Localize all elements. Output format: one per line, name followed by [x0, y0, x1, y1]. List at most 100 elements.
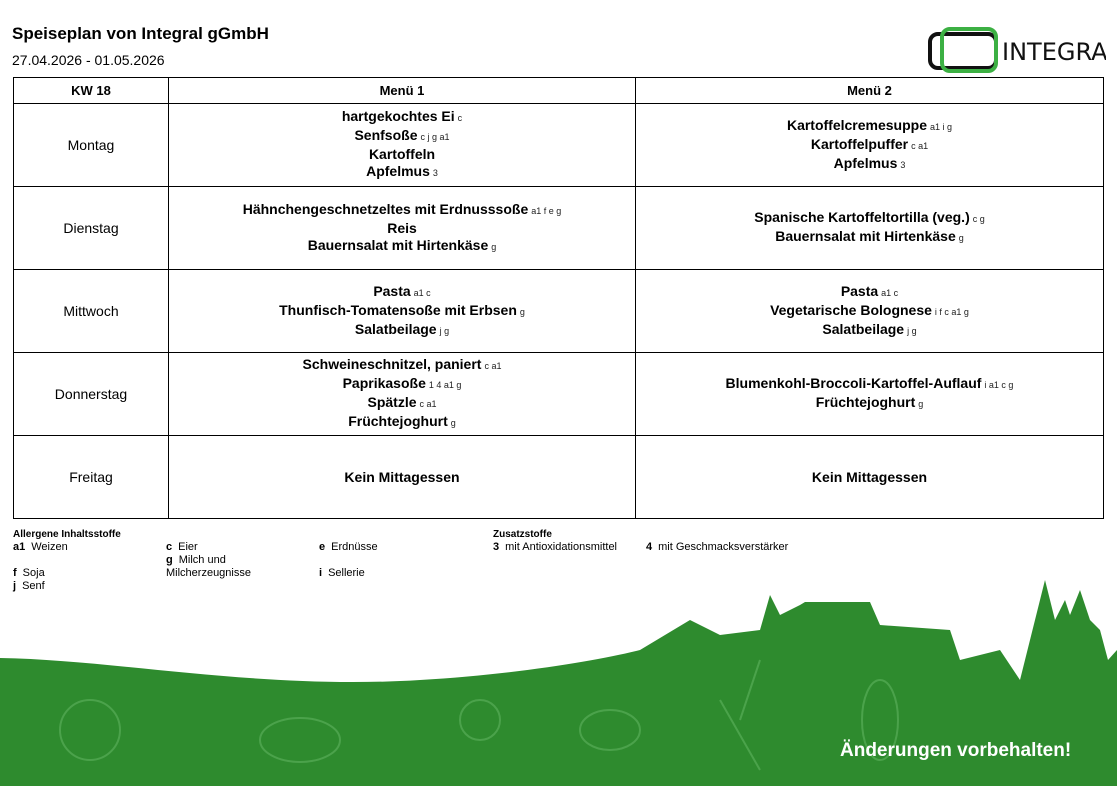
allergen-codes: a1 i g [930, 121, 953, 132]
allergen-codes: a1 f e g [531, 205, 562, 216]
dish: Paprikasoße 1 4 a1 g [169, 375, 635, 394]
menu1-cell: Kein Mittagessen [168, 435, 636, 519]
dish-name: Kein Mittagessen [811, 468, 928, 485]
dish: Früchtejoghurt g [636, 394, 1103, 413]
menu1-cell: Schweineschnitzel, paniert c a1 Paprikasoß… [168, 352, 636, 436]
allergen-codes: g [519, 306, 525, 317]
allergen-codes: c g [972, 214, 985, 224]
dish-name: Thunfisch-Tomatensoße mit Erbsen [279, 301, 517, 318]
additives-title: Zusatzstoffe [493, 529, 552, 540]
menu2-cell: Pasta a1 c Vegetarische Bolognese i f c a1 … [635, 269, 1104, 353]
dish-name: Spanische Kartoffeltortilla (veg.) [754, 209, 970, 225]
allergen-codes: 1 4 a1 g [428, 380, 462, 390]
dish: Salatbeilage j g [169, 321, 635, 340]
allergen-codes: g [918, 399, 924, 409]
dish-name: Bauernsalat mit Hirtenkäse [307, 236, 489, 253]
dish-name: Blumenkohl-Broccoli-Kartoffel-Auflauf [725, 375, 982, 391]
date-range: 27.04.2026 - 01.05.2026 [12, 52, 165, 68]
page-title: Speiseplan von Integral gGmbH [12, 24, 269, 43]
green-landscape-illustration [0, 580, 1117, 786]
dish-name: Kartoffelpuffer [810, 135, 909, 152]
dish-name: Pasta [373, 282, 411, 299]
table-row-dienstag: Dienstag Hähnchengeschnetzeltes mit Erdnu… [13, 186, 1104, 270]
day-cell: Mittwoch [13, 269, 169, 353]
dish: Salatbeilage j g [636, 321, 1103, 340]
dish: Pasta a1 c [169, 283, 635, 302]
dish-name: Früchtejoghurt [815, 394, 916, 410]
dish-name: Pasta [840, 282, 879, 299]
day-cell: Donnerstag [13, 352, 169, 436]
header-menu2: Menü 2 [635, 77, 1104, 104]
allergen-codes: c a1 [419, 399, 437, 409]
dish: Thunfisch-Tomatensoße mit Erbsen g [169, 302, 635, 321]
table-row-freitag: Freitag Kein Mittagessen Kein Mittagessen [13, 435, 1104, 519]
dish: Bauernsalat mit Hirtenkäse g [636, 228, 1103, 247]
dish: hartgekochtes Ei c [169, 108, 635, 127]
allergen-codes: g [450, 418, 456, 428]
dish-name: Kartoffeln [368, 146, 436, 162]
dish-name: Senfsoße [354, 127, 418, 143]
dish: Früchtejoghurt g [169, 413, 635, 432]
day-cell: Freitag [13, 435, 169, 519]
table-row-montag: Montag hartgekochtes Ei c Senfsoße c j g a1 K… [13, 103, 1104, 187]
allergen-codes: i f c a1 g [934, 306, 969, 317]
menu2-cell: Kein Mittagessen [635, 435, 1104, 519]
allergen-item: c Eier [166, 541, 198, 553]
day-cell: Dienstag [13, 186, 169, 270]
dish: Spätzle c a1 [169, 394, 635, 413]
table-row-mittwoch: Mittwoch Pasta a1 c Thunfisch-Tomatensoße m… [13, 269, 1104, 353]
allergen-item: e Erdnüsse [319, 541, 378, 553]
menu1-cell: hartgekochtes Ei c Senfsoße c j g a1 Kartoff… [168, 103, 636, 187]
dish: Kartoffelcremesuppe a1 i g [636, 117, 1103, 136]
dish-name: Salatbeilage [822, 320, 905, 337]
dish: Kartoffeln [169, 146, 635, 163]
table-row-donnerstag: Donnerstag Schweineschnitzel, paniert c a1… [13, 352, 1104, 436]
dish-name: Apfelmus [833, 154, 898, 171]
allergen-codes: c a1 [911, 140, 929, 151]
menu1-cell: Hähnchengeschnetzeltes mit Erdnusssoße a1… [168, 186, 636, 270]
dish-name: Reis [387, 219, 417, 236]
additive-item: 4 mit Geschmacksverstärker [646, 541, 789, 553]
allergen-codes: 3 [432, 168, 438, 178]
additive-item: 3 mit Antioxidationsmittel [493, 541, 618, 553]
allergen-codes: c a1 [484, 361, 502, 371]
dish: Vegetarische Bolognese i f c a1 g [636, 302, 1103, 321]
dish-name: Paprikasoße [342, 375, 426, 391]
dish-name: Schweineschnitzel, paniert [302, 356, 482, 372]
dish: Apfelmus 3 [636, 155, 1103, 174]
dish-name: Bauernsalat mit Hirtenkäse [775, 228, 956, 244]
allergen-item: a1 Weizen [13, 541, 68, 553]
allergen-codes: 3 [900, 159, 906, 170]
allergen-codes: c [457, 113, 463, 123]
allergen-item: i Sellerie [319, 567, 365, 579]
allergen-codes: c j g a1 [420, 132, 450, 142]
allergen-item: f Soja [13, 567, 45, 579]
allergen-codes: j g [439, 325, 450, 336]
allergen-codes: i a1 c g [984, 380, 1014, 390]
menu-table: KW 18 Menü 1 Menü 2 Montag hartgekochtes … [13, 77, 1104, 519]
allergen-codes: j g [907, 325, 917, 336]
dish-name: Apfelmus [366, 163, 430, 179]
dish-name: Hähnchengeschnetzeltes mit Erdnusssoße [242, 200, 529, 217]
dish: Kartoffelpuffer c a1 [636, 136, 1103, 155]
dish: Apfelmus 3 [169, 163, 635, 182]
menu2-cell: Kartoffelcremesuppe a1 i g Kartoffelpuffer… [635, 103, 1104, 187]
header-week: KW 18 [13, 77, 169, 104]
dish-name: Vegetarische Bolognese [770, 301, 932, 318]
dish: Kein Mittagessen [636, 469, 1103, 486]
dish-name: Salatbeilage [354, 320, 437, 337]
dish: Blumenkohl-Broccoli-Kartoffel-Auflauf i a… [636, 375, 1103, 394]
dish: Spanische Kartoffeltortilla (veg.) c g [636, 209, 1103, 228]
allergens-title: Allergene Inhaltsstoffe [13, 529, 121, 540]
allergen-codes: g [491, 241, 497, 252]
allergen-item: g Milch und Milcherzeugnisse [166, 554, 251, 579]
menu2-cell: Spanische Kartoffeltortilla (veg.) c g Bau… [635, 186, 1104, 270]
dish: Schweineschnitzel, paniert c a1 [169, 356, 635, 375]
integral-logo: INTEGRAL [928, 27, 1106, 73]
header-menu1: Menü 1 [168, 77, 636, 104]
menu1-cell: Pasta a1 c Thunfisch-Tomatensoße mit Erbse… [168, 269, 636, 353]
menu2-cell: Blumenkohl-Broccoli-Kartoffel-Auflauf i a… [635, 352, 1104, 436]
allergen-item: j Senf [13, 580, 45, 592]
allergen-codes: a1 c [413, 287, 431, 298]
svg-text:INTEGRAL: INTEGRAL [1002, 38, 1106, 66]
